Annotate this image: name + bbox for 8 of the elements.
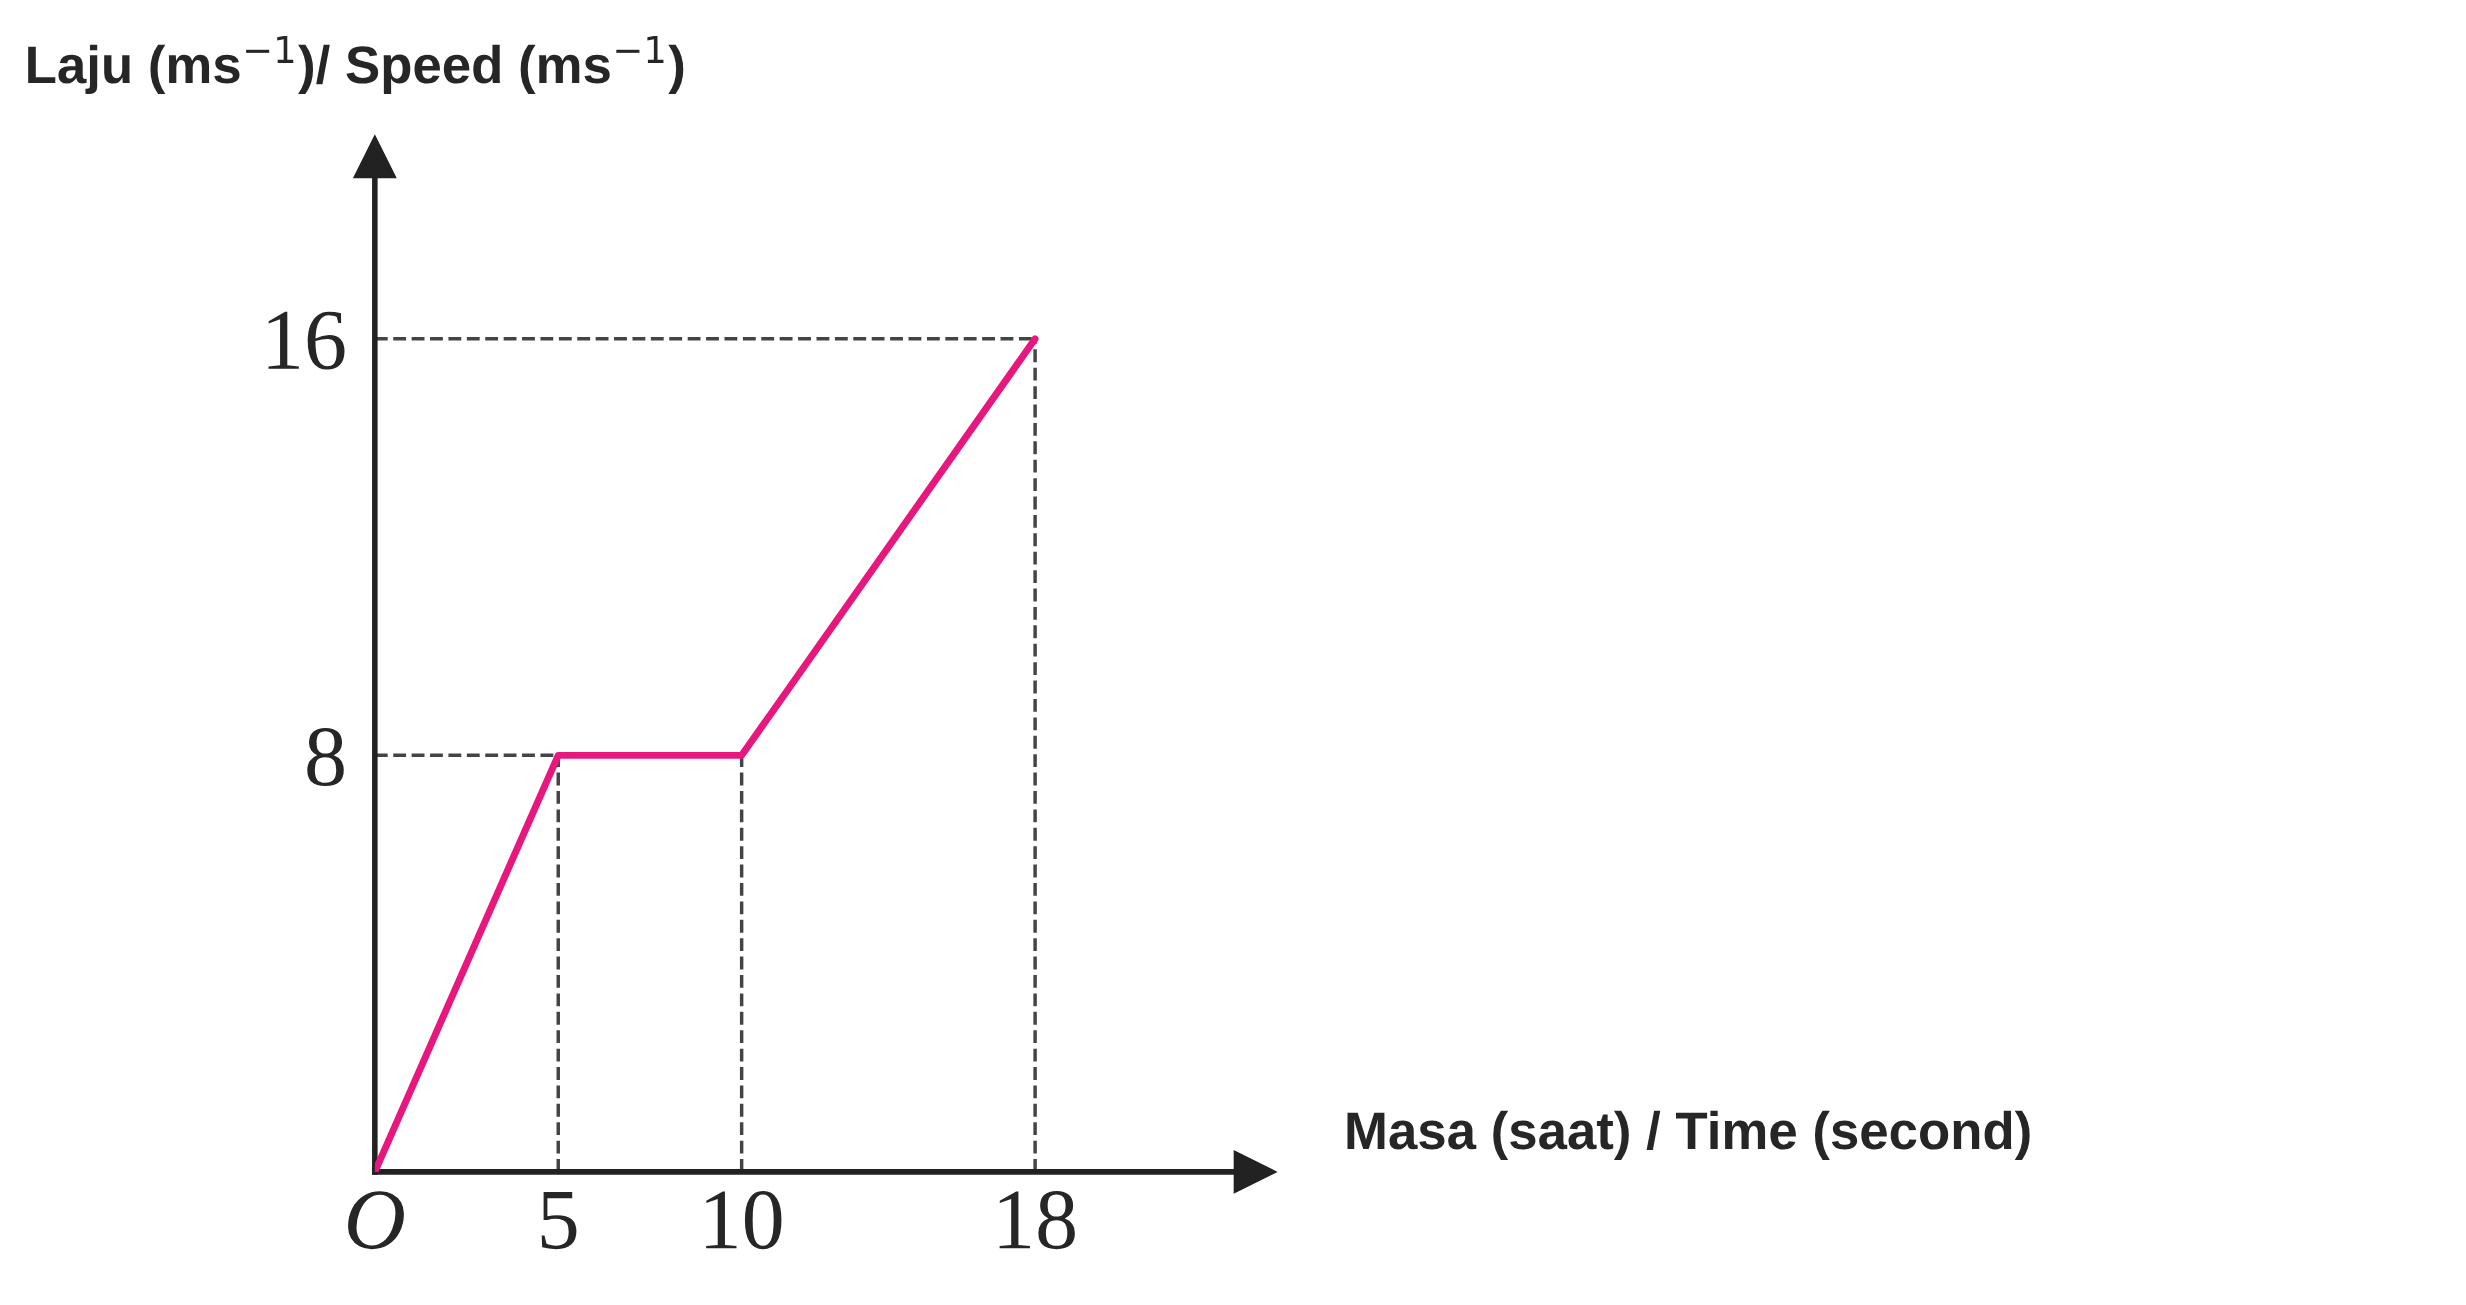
x-tick-label: 10 — [706, 1191, 782, 1250]
x-axis-title: Masa (saat) / Time (second) — [1347, 1110, 2030, 1160]
x-tick-label: 18 — [999, 1191, 1075, 1250]
y-tick-label: 8 — [307, 727, 344, 787]
y-tick-label: 16 — [268, 311, 345, 370]
y-axis-title: Laju (ms$^{−1}$)/ Speed (ms$^{−1}$) — [28, 35, 684, 95]
x-tick-label: O — [348, 1191, 404, 1250]
x-tick-label: 5 — [541, 1191, 577, 1250]
